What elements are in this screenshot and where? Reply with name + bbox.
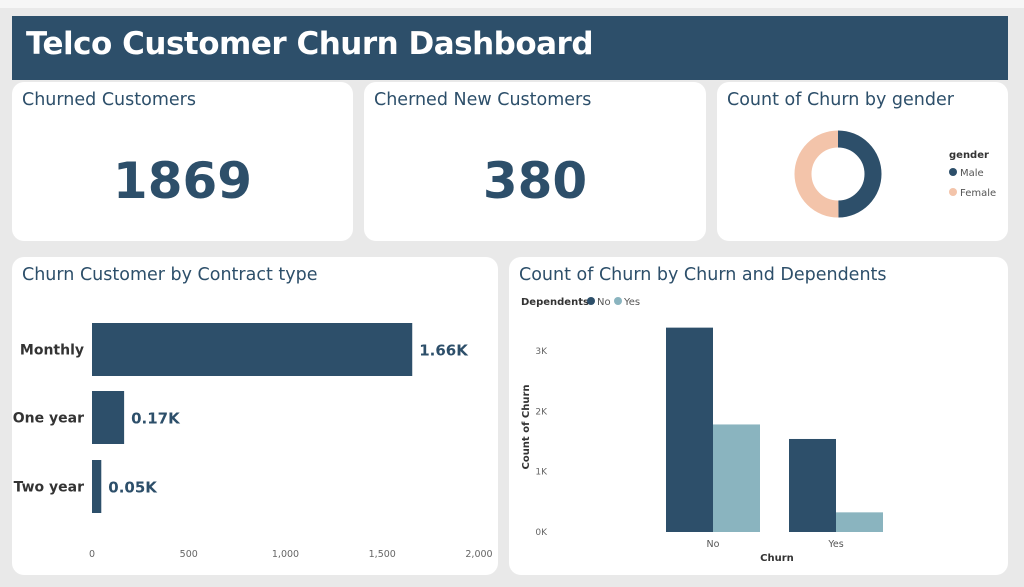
bar-monthly[interactable] xyxy=(92,323,413,376)
contract-bar-chart[interactable]: Monthly 1.66K One year 0.17K Two year 0.05K 0 5… xyxy=(12,257,498,575)
x-tick-label: 1,000 xyxy=(272,549,299,560)
chart-title: Count of Churn by gender xyxy=(727,90,954,110)
x-tick-label: 2,000 xyxy=(465,549,492,560)
bar-one-year[interactable] xyxy=(92,391,125,444)
legend-dot-no xyxy=(587,297,595,305)
y-tick-label: 3K xyxy=(535,347,548,357)
legend-label-yes[interactable]: Yes xyxy=(623,297,640,308)
y-axis-title: Count of Churn xyxy=(521,384,532,469)
x-tick-label: 0 xyxy=(89,549,95,560)
y-tick-label: 0K xyxy=(535,528,548,538)
legend-title: gender xyxy=(949,150,989,161)
legend-label-no[interactable]: No xyxy=(597,297,611,308)
bar-two-year[interactable] xyxy=(92,460,102,513)
legend-label-male[interactable]: Male xyxy=(960,168,984,179)
kpi-value: 380 xyxy=(482,152,588,210)
data-label: 0.17K xyxy=(131,410,181,428)
bar-churn-yes-dep-yes[interactable] xyxy=(836,512,883,532)
x-tick-label: Yes xyxy=(827,539,843,550)
legend-title: Dependents xyxy=(521,297,589,308)
x-tick-label: 500 xyxy=(180,549,198,560)
gender-donut-chart[interactable]: gender Male Female xyxy=(717,82,1008,241)
contract-chart-card[interactable]: Churn Customer by Contract type Monthly 1… xyxy=(12,257,498,575)
bar-churn-yes-dep-no[interactable] xyxy=(789,438,836,532)
chart-title: Churn Customer by Contract type xyxy=(22,265,318,285)
category-label: Two year xyxy=(14,480,85,496)
x-tick-label: 1,500 xyxy=(369,549,396,560)
y-tick-label: 2K xyxy=(535,407,548,417)
kpi-title: Cherned New Customers xyxy=(374,90,592,110)
x-axis-title: Churn xyxy=(760,553,794,564)
gender-chart-card[interactable]: Count of Churn by gender gender Male Fem… xyxy=(717,82,1008,241)
kpi-value: 1869 xyxy=(112,152,253,210)
bar-churn-no-dep-no[interactable] xyxy=(666,327,713,532)
kpi-title: Churned Customers xyxy=(22,90,196,110)
top-strip xyxy=(0,0,1024,8)
bar-churn-no-dep-yes[interactable] xyxy=(713,424,760,532)
kpi-card-churned-customers[interactable]: Churned Customers 1869 xyxy=(12,82,353,241)
legend-label-female[interactable]: Female xyxy=(960,188,996,199)
legend-dot-female xyxy=(949,188,957,196)
donut-slice-female[interactable] xyxy=(794,130,882,218)
category-label: Monthly xyxy=(20,343,84,359)
page-title: Telco Customer Churn Dashboard xyxy=(26,26,594,62)
data-label: 1.66K xyxy=(419,342,469,360)
legend-dot-male xyxy=(949,168,957,176)
x-tick-label: No xyxy=(707,539,720,550)
y-tick-label: 1K xyxy=(535,468,548,478)
dependents-chart-card[interactable]: Count of Churn by Churn and Dependents D… xyxy=(509,257,1008,575)
category-label: One year xyxy=(13,411,84,427)
dashboard-header: Telco Customer Churn Dashboard xyxy=(12,16,1008,80)
data-label: 0.05K xyxy=(108,479,158,497)
legend-dot-yes xyxy=(614,297,622,305)
chart-title: Count of Churn by Churn and Dependents xyxy=(519,265,887,285)
kpi-card-new-customers[interactable]: Cherned New Customers 380 xyxy=(364,82,706,241)
